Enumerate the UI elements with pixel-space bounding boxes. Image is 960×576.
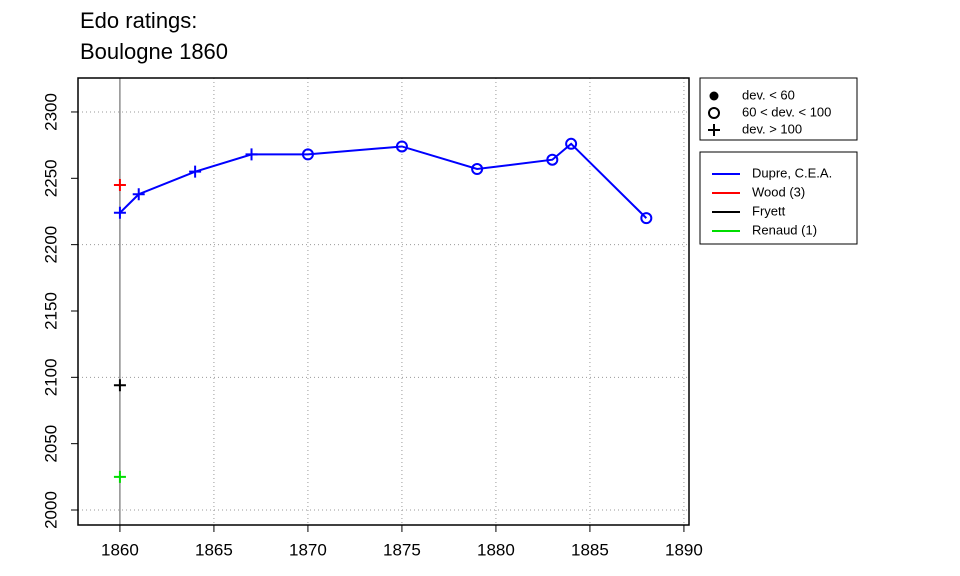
x-tick-label: 1885 — [571, 540, 609, 559]
data-point — [565, 137, 578, 150]
legend-label: 60 < dev. < 100 — [742, 104, 831, 119]
legend-marker — [708, 107, 720, 119]
legend-label: Wood (3) — [752, 184, 805, 199]
y-tick-label: 2250 — [41, 159, 60, 197]
legend-label: Renaud (1) — [752, 222, 817, 237]
plot-frame — [77, 77, 690, 526]
legend-marker — [708, 124, 720, 136]
y-tick-label: 2150 — [41, 292, 60, 330]
data-point — [245, 148, 258, 161]
data-point — [546, 153, 559, 166]
x-tick-label: 1875 — [383, 540, 421, 559]
data-point — [132, 188, 145, 201]
data-point — [471, 163, 484, 176]
legend-label: dev. < 60 — [742, 87, 795, 102]
legend-label: Dupre, C.E.A. — [752, 165, 832, 180]
chart-subtitle: Boulogne 1860 — [80, 39, 228, 64]
data-point — [113, 206, 126, 219]
y-tick-label: 2100 — [41, 358, 60, 396]
legend-label: Fryett — [752, 203, 786, 218]
data-point — [395, 140, 408, 153]
legend-marker — [709, 91, 719, 101]
y-tick-label: 2300 — [41, 93, 60, 131]
data-point — [189, 165, 202, 178]
x-tick-label: 1880 — [477, 540, 515, 559]
x-tick-label: 1870 — [289, 540, 327, 559]
y-tick-label: 2200 — [41, 226, 60, 264]
data-point — [113, 178, 126, 191]
legend-box — [699, 77, 858, 141]
x-tick-label: 1890 — [665, 540, 703, 559]
legend-box — [699, 151, 858, 245]
y-tick-label: 2050 — [41, 425, 60, 463]
series-line — [119, 142, 648, 219]
x-tick-label: 1865 — [195, 540, 233, 559]
chart-title: Edo ratings: — [80, 8, 197, 33]
y-tick-label: 2000 — [41, 491, 60, 529]
data-point — [640, 212, 653, 225]
x-tick-label: 1860 — [101, 540, 139, 559]
data-point — [113, 470, 126, 483]
data-point — [113, 379, 126, 392]
legend-label: dev. > 100 — [742, 121, 802, 136]
data-point — [301, 148, 314, 161]
